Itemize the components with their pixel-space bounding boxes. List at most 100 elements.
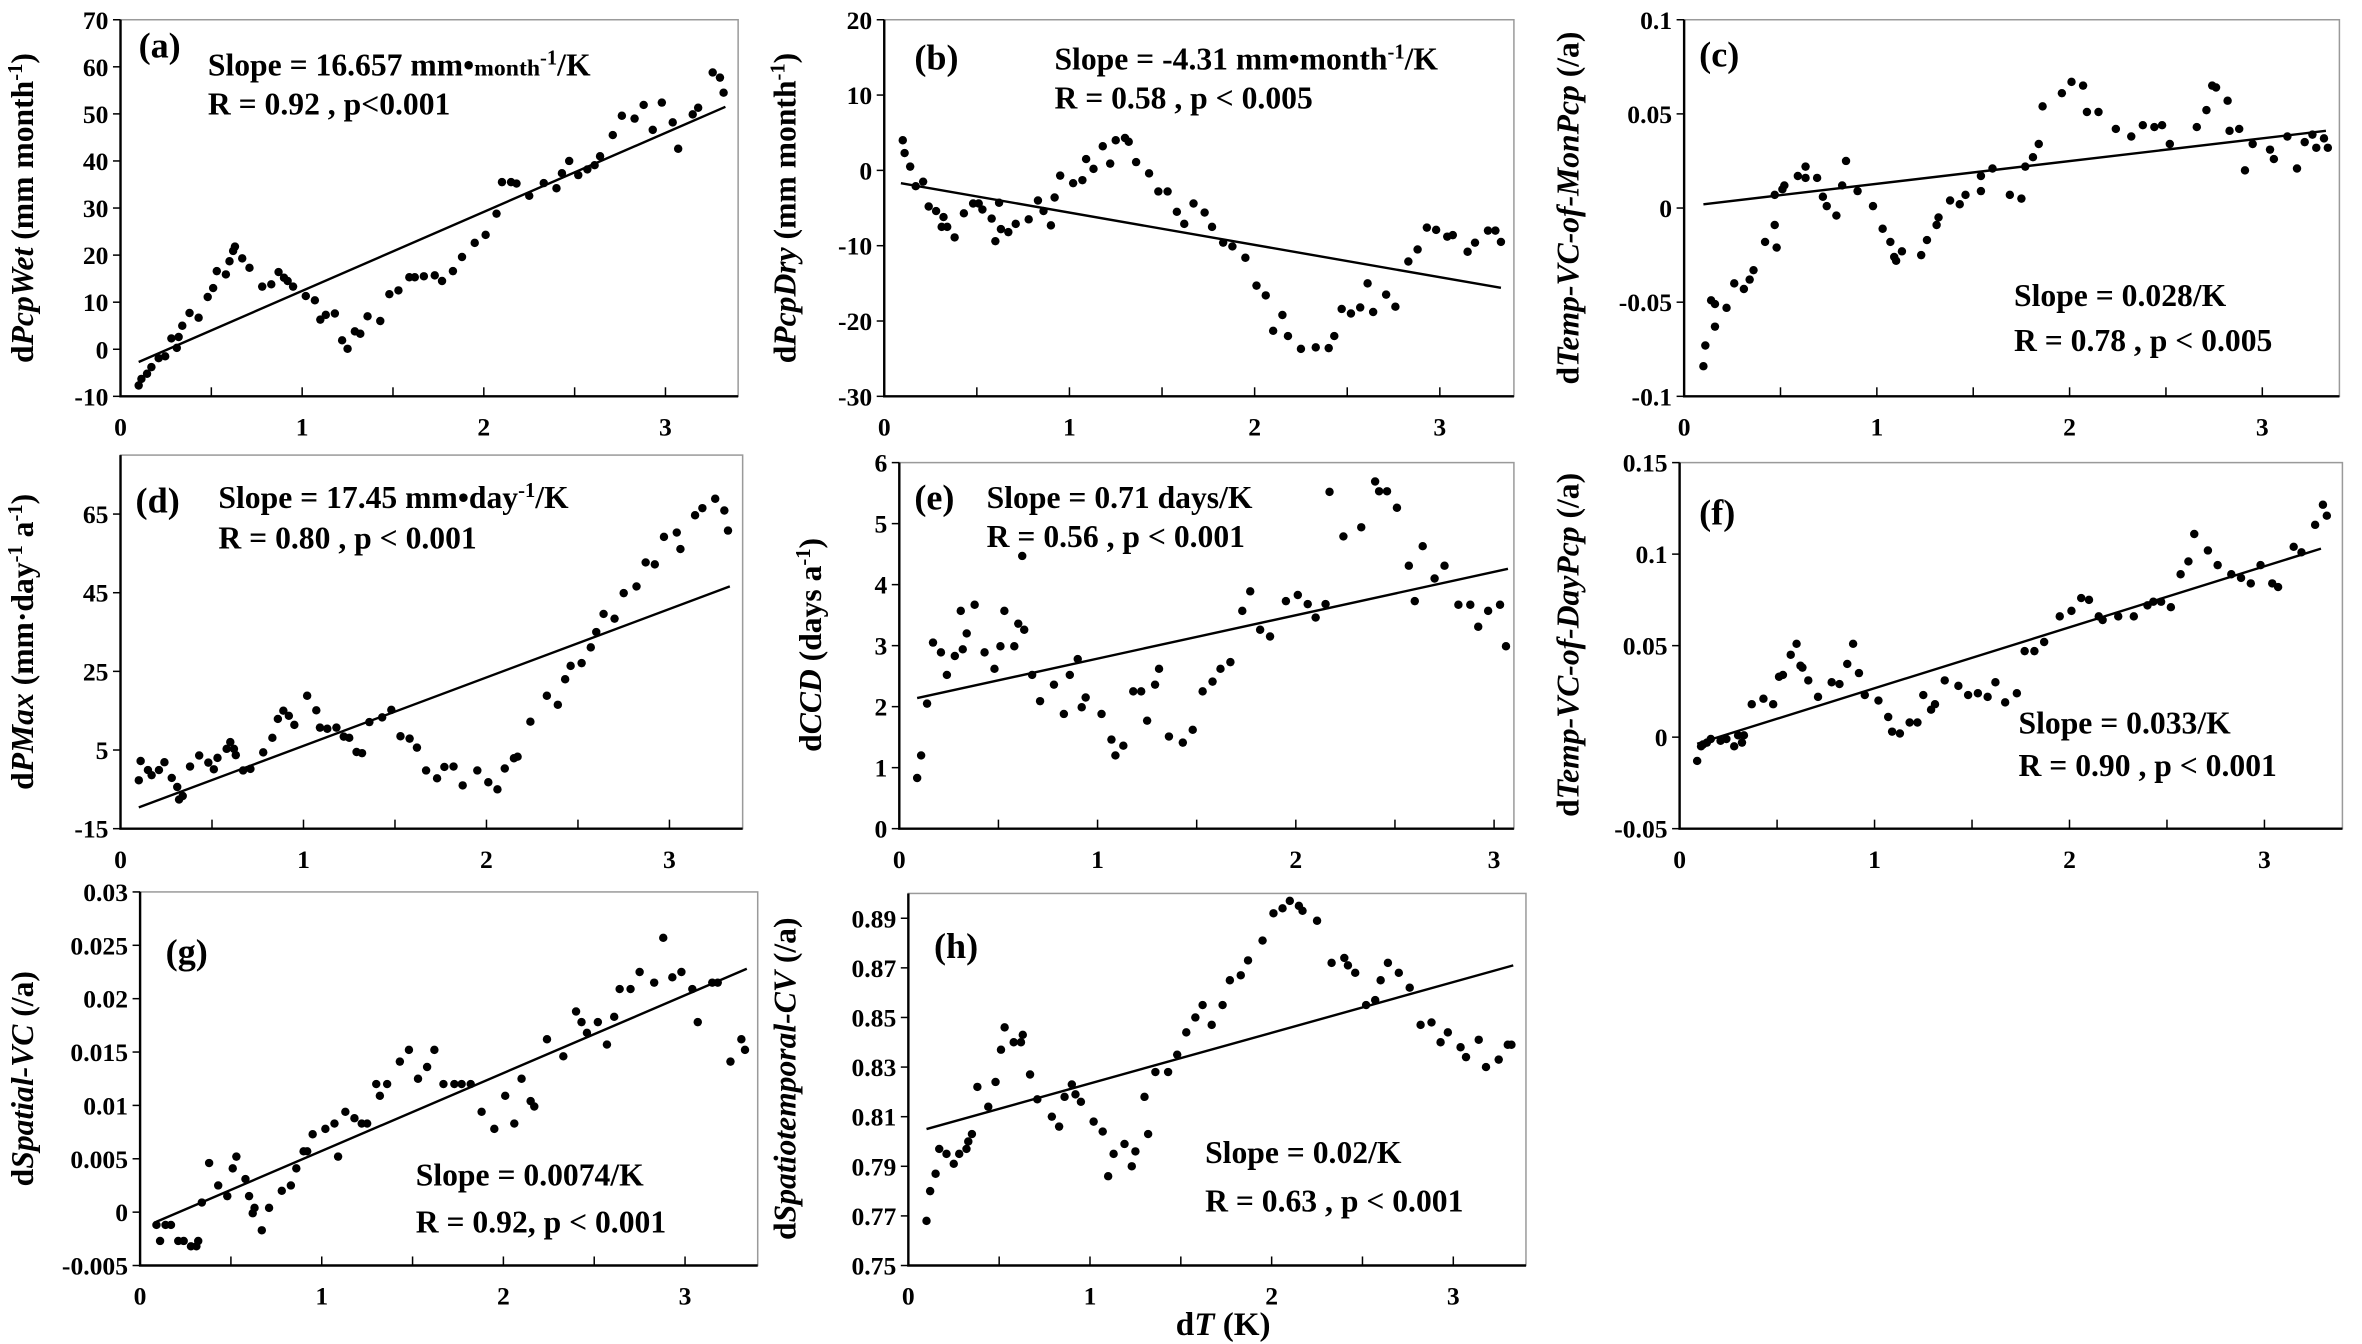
data-point bbox=[608, 130, 618, 140]
data-point bbox=[905, 162, 915, 171]
data-point bbox=[2067, 606, 2076, 616]
data-point bbox=[1243, 956, 1253, 965]
text-segment: d bbox=[1551, 366, 1586, 384]
data-point bbox=[1298, 906, 1307, 916]
data-point bbox=[213, 753, 222, 763]
data-point bbox=[922, 699, 932, 708]
data-point bbox=[2028, 152, 2038, 162]
panel-label: (e) bbox=[914, 477, 954, 517]
data-point bbox=[2129, 612, 2139, 621]
data-point bbox=[942, 222, 952, 232]
data-point bbox=[553, 700, 563, 710]
data-point bbox=[1710, 322, 1720, 331]
data-point bbox=[1733, 731, 1743, 740]
text-segment: /K bbox=[1404, 41, 1439, 76]
data-point bbox=[1699, 361, 1708, 371]
data-point bbox=[1189, 199, 1198, 208]
data-point bbox=[2203, 546, 2213, 555]
data-point bbox=[1919, 690, 1928, 700]
data-point bbox=[213, 1181, 223, 1190]
x-tick-label: 2 bbox=[480, 845, 493, 874]
data-point bbox=[1895, 729, 1905, 738]
data-point bbox=[1208, 677, 1217, 686]
data-point bbox=[185, 762, 195, 771]
data-point bbox=[1154, 187, 1163, 196]
data-point bbox=[619, 588, 628, 598]
data-point bbox=[676, 544, 685, 554]
y-tick-label: -30 bbox=[838, 382, 872, 411]
correlation-annotation: R = 0.80 , p < 0.001 bbox=[218, 520, 476, 555]
y-tick-label: 0.87 bbox=[851, 954, 896, 983]
text-segment: d bbox=[5, 345, 40, 363]
data-point bbox=[1930, 699, 1940, 709]
data-point bbox=[1759, 694, 1768, 703]
superscript: -1 bbox=[767, 63, 789, 80]
data-point bbox=[375, 1091, 385, 1101]
data-point bbox=[147, 362, 156, 372]
data-point bbox=[321, 1124, 330, 1134]
data-point bbox=[363, 312, 372, 321]
data-point bbox=[357, 748, 367, 758]
data-point bbox=[1172, 207, 1182, 217]
text-segment: Slope = 0.71 days/K bbox=[987, 480, 1253, 515]
data-point bbox=[2308, 130, 2317, 139]
data-point bbox=[513, 752, 522, 761]
data-point bbox=[356, 329, 365, 338]
data-point bbox=[1016, 1038, 1026, 1047]
data-point bbox=[949, 1159, 958, 1169]
data-point bbox=[566, 661, 575, 671]
data-point bbox=[2225, 126, 2234, 136]
data-point bbox=[1035, 696, 1045, 706]
data-point bbox=[1801, 173, 1810, 183]
data-point bbox=[497, 177, 507, 187]
data-point bbox=[174, 332, 183, 342]
data-point bbox=[365, 717, 374, 727]
data-point bbox=[1983, 692, 1992, 702]
x-tick-label: 2 bbox=[497, 1282, 510, 1311]
data-point bbox=[1410, 596, 1419, 606]
data-point bbox=[610, 614, 619, 623]
data-point bbox=[1198, 687, 1207, 696]
regression-line bbox=[926, 964, 1514, 1131]
y-tick-label: 50 bbox=[83, 100, 109, 129]
text-segment: Temp-VC-of-DayPcp bbox=[1551, 526, 1586, 799]
text-segment: PcpWet bbox=[5, 246, 40, 346]
data-point bbox=[1191, 1013, 1200, 1022]
data-point bbox=[1018, 551, 1027, 561]
data-point bbox=[726, 1057, 735, 1066]
data-point bbox=[2265, 145, 2275, 154]
data-point bbox=[1124, 137, 1133, 146]
data-point bbox=[2012, 689, 2022, 698]
data-point bbox=[1963, 690, 1973, 700]
data-point bbox=[448, 266, 458, 276]
data-point bbox=[1739, 731, 1749, 740]
y-tick-label: 0.77 bbox=[851, 1202, 896, 1231]
data-point bbox=[668, 118, 677, 127]
data-point bbox=[212, 266, 222, 276]
data-point bbox=[1913, 718, 1922, 727]
data-point bbox=[1745, 275, 1754, 284]
data-point bbox=[693, 103, 703, 112]
superscript: -1 bbox=[540, 47, 557, 69]
data-point bbox=[1060, 1092, 1069, 1102]
y-tick-label: 1 bbox=[874, 754, 887, 783]
data-point bbox=[362, 1119, 372, 1128]
data-point bbox=[1370, 477, 1380, 486]
data-point bbox=[154, 765, 164, 775]
data-point bbox=[564, 156, 574, 166]
data-point bbox=[1119, 741, 1128, 750]
panel-h: 0 1 2 3 0.89 0.87 0.85 0.83 0.81 0.79 0.77 0.75 dSpa… bbox=[767, 892, 1527, 1311]
x-tick-label: 3 bbox=[659, 412, 672, 441]
data-point bbox=[542, 691, 552, 700]
data-point bbox=[2248, 139, 2257, 149]
data-point bbox=[264, 1203, 274, 1213]
text-segment: (mm month bbox=[767, 80, 802, 247]
correlation-annotation: R = 0.58 , p < 0.005 bbox=[1054, 81, 1312, 116]
data-point bbox=[2323, 143, 2333, 152]
data-point bbox=[1269, 909, 1278, 918]
x-tick-label: 1 bbox=[296, 412, 309, 441]
text-segment: (/a) bbox=[767, 917, 802, 971]
data-point bbox=[715, 73, 725, 82]
data-point bbox=[1144, 169, 1154, 178]
y-tick-label: 25 bbox=[83, 657, 109, 686]
